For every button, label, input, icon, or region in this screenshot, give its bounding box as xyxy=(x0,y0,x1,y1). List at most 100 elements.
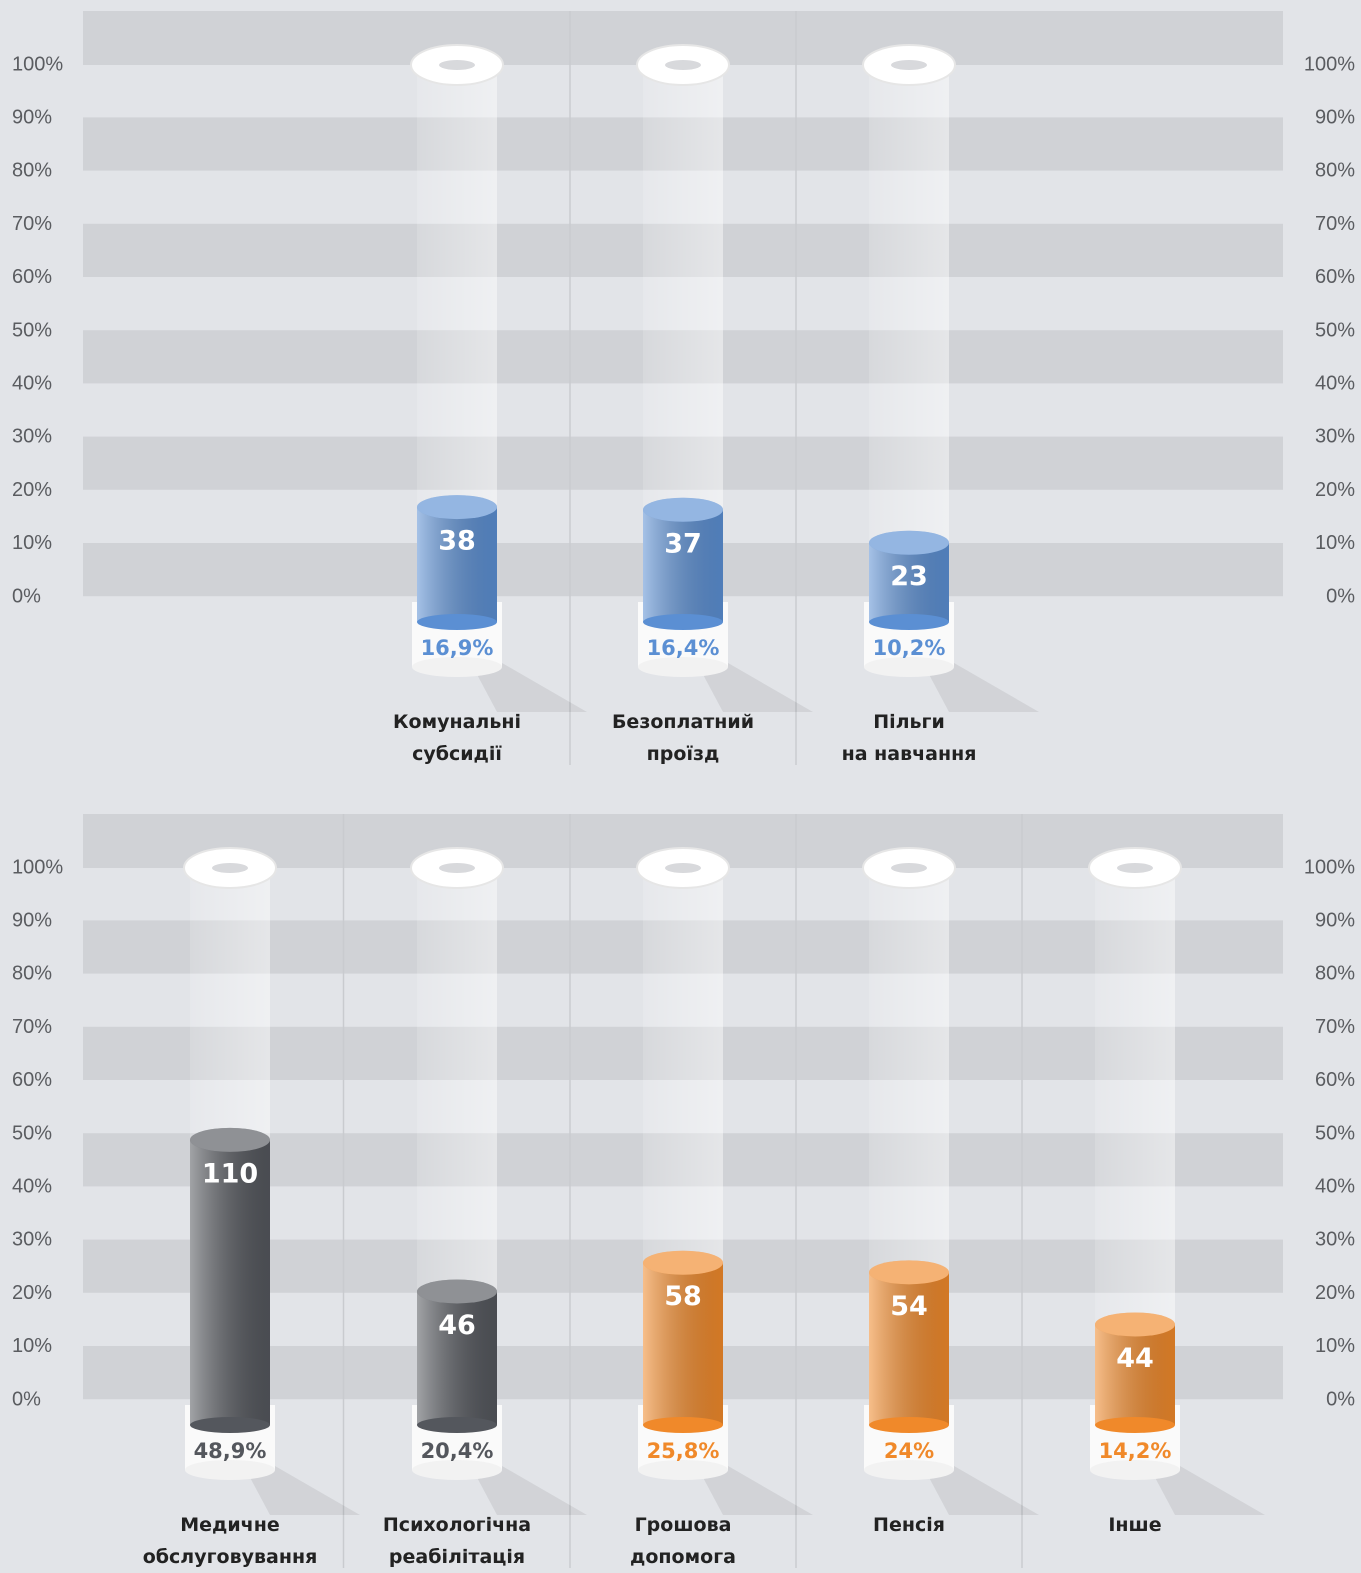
y2-tick-label: 100% xyxy=(1304,53,1355,75)
value-label: 16,4% xyxy=(647,636,720,660)
value-label: 10,2% xyxy=(873,636,946,660)
y-tick-label: 60% xyxy=(12,266,52,288)
bar-top-shine xyxy=(643,1251,723,1275)
y2-tick-label: 50% xyxy=(1315,319,1355,341)
y2-tick-label: 20% xyxy=(1315,479,1355,501)
y-tick-label: 70% xyxy=(12,1016,52,1038)
base-bottom xyxy=(412,1460,502,1480)
ring-hole xyxy=(1117,863,1153,873)
bar-bottom xyxy=(417,1417,497,1433)
y2-tick-label: 80% xyxy=(1315,963,1355,985)
value-label: 14,2% xyxy=(1099,1439,1172,1463)
y2-tick-label: 0% xyxy=(1326,585,1355,607)
x-tick-label: Грошова допомога xyxy=(573,1509,793,1573)
bar-top-shine xyxy=(417,1279,497,1303)
count-label: 58 xyxy=(664,1281,702,1312)
y2-tick-label: 100% xyxy=(1304,856,1355,878)
y2-tick-label: 90% xyxy=(1315,106,1355,128)
y2-tick-label: 30% xyxy=(1315,426,1355,448)
y2-tick-label: 40% xyxy=(1315,1175,1355,1197)
bar-bottom xyxy=(190,1417,270,1433)
tube xyxy=(869,65,949,597)
bar-bottom xyxy=(643,1417,723,1433)
ring-hole xyxy=(439,60,475,70)
chart: 0% 0% 10% 10% 20% 20% 30% 30% 40% 40% 50% 50% 60% 60%… xyxy=(0,0,1361,1571)
bar-top-shine xyxy=(417,495,497,519)
count-label: 46 xyxy=(438,1310,476,1341)
x-tick-label: Медичне обслуговування xyxy=(120,1509,340,1573)
value-label: 24% xyxy=(884,1439,934,1463)
y2-tick-label: 80% xyxy=(1315,160,1355,182)
count-label: 110 xyxy=(202,1158,258,1189)
y-tick-label: 50% xyxy=(12,1122,52,1144)
bar-bottom xyxy=(1095,1417,1175,1433)
value-label: 25,8% xyxy=(647,1439,720,1463)
x-tick-label: Психологічна реабілітація xyxy=(347,1509,567,1573)
y2-tick-label: 60% xyxy=(1315,266,1355,288)
y-tick-label: 0% xyxy=(12,1388,41,1410)
y2-tick-label: 40% xyxy=(1315,372,1355,394)
y2-tick-label: 20% xyxy=(1315,1282,1355,1304)
y-tick-label: 80% xyxy=(12,160,52,182)
base-bottom xyxy=(1090,1460,1180,1480)
bar-bottom xyxy=(417,614,497,630)
count-label: 23 xyxy=(890,561,928,592)
y-tick-label: 50% xyxy=(12,319,52,341)
bar-shine xyxy=(1095,1324,1175,1425)
base-bottom xyxy=(638,1460,728,1480)
y-tick-label: 0% xyxy=(12,585,41,607)
bar-shine xyxy=(417,507,497,622)
base-bottom xyxy=(185,1460,275,1480)
y-tick-label: 100% xyxy=(12,856,63,878)
count-label: 44 xyxy=(1116,1343,1154,1374)
ring-hole xyxy=(665,60,701,70)
bar-shine xyxy=(643,510,723,622)
bar-top-shine xyxy=(643,498,723,522)
y-tick-label: 40% xyxy=(12,1175,52,1197)
bar-top-shine xyxy=(869,531,949,555)
y-tick-label: 10% xyxy=(12,532,52,554)
y2-tick-label: 90% xyxy=(1315,909,1355,931)
x-tick-label: Пенсія xyxy=(799,1509,1019,1541)
y2-tick-label: 50% xyxy=(1315,1122,1355,1144)
bar-bottom xyxy=(643,614,723,630)
bar-top-shine xyxy=(190,1128,270,1152)
y-tick-label: 40% xyxy=(12,372,52,394)
base-bottom xyxy=(864,657,954,677)
base-bottom xyxy=(864,1460,954,1480)
page: 0% 0% 10% 10% 20% 20% 30% 30% 40% 40% 50% 50% 60% 60%… xyxy=(0,0,1361,1571)
ring-hole xyxy=(665,863,701,873)
count-label: 38 xyxy=(438,526,476,557)
y2-tick-label: 10% xyxy=(1315,1335,1355,1357)
y2-tick-label: 60% xyxy=(1315,1069,1355,1091)
y-tick-label: 90% xyxy=(12,909,52,931)
bar-top-shine xyxy=(869,1260,949,1284)
ring-hole xyxy=(891,60,927,70)
y2-tick-label: 70% xyxy=(1315,213,1355,235)
ring-hole xyxy=(891,863,927,873)
base-bottom xyxy=(412,657,502,677)
ring-hole xyxy=(212,863,248,873)
bar-bottom xyxy=(869,1417,949,1433)
y-tick-label: 60% xyxy=(12,1069,52,1091)
y-tick-label: 30% xyxy=(12,1229,52,1251)
y-tick-label: 100% xyxy=(12,53,63,75)
x-tick-label: Інше xyxy=(1025,1509,1245,1541)
count-label: 37 xyxy=(664,528,702,559)
ring-hole xyxy=(439,863,475,873)
y-tick-label: 80% xyxy=(12,963,52,985)
count-label: 54 xyxy=(890,1291,928,1322)
bar-bottom xyxy=(869,614,949,630)
x-tick-label: Комунальні субсидії xyxy=(347,706,567,770)
y2-tick-label: 10% xyxy=(1315,532,1355,554)
base-bottom xyxy=(638,657,728,677)
y2-tick-label: 30% xyxy=(1315,1229,1355,1251)
y2-tick-label: 70% xyxy=(1315,1016,1355,1038)
y-tick-label: 20% xyxy=(12,1282,52,1304)
y-tick-label: 10% xyxy=(12,1335,52,1357)
x-tick-label: Безоплатний проїзд xyxy=(573,706,793,770)
y-tick-label: 70% xyxy=(12,213,52,235)
value-label: 16,9% xyxy=(421,636,494,660)
value-label: 20,4% xyxy=(421,1439,494,1463)
y2-tick-label: 0% xyxy=(1326,1388,1355,1410)
